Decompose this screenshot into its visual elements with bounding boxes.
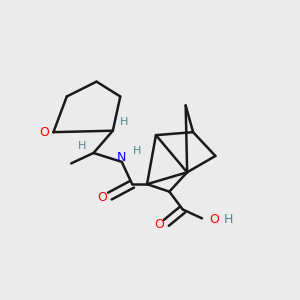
Text: O: O (154, 218, 164, 231)
Text: H: H (120, 117, 128, 127)
Text: N: N (117, 151, 127, 164)
Text: H: H (132, 146, 141, 156)
Text: H: H (224, 213, 233, 226)
Text: O: O (209, 213, 219, 226)
Text: O: O (98, 191, 107, 204)
Text: H: H (77, 140, 86, 151)
Text: O: O (40, 126, 50, 139)
